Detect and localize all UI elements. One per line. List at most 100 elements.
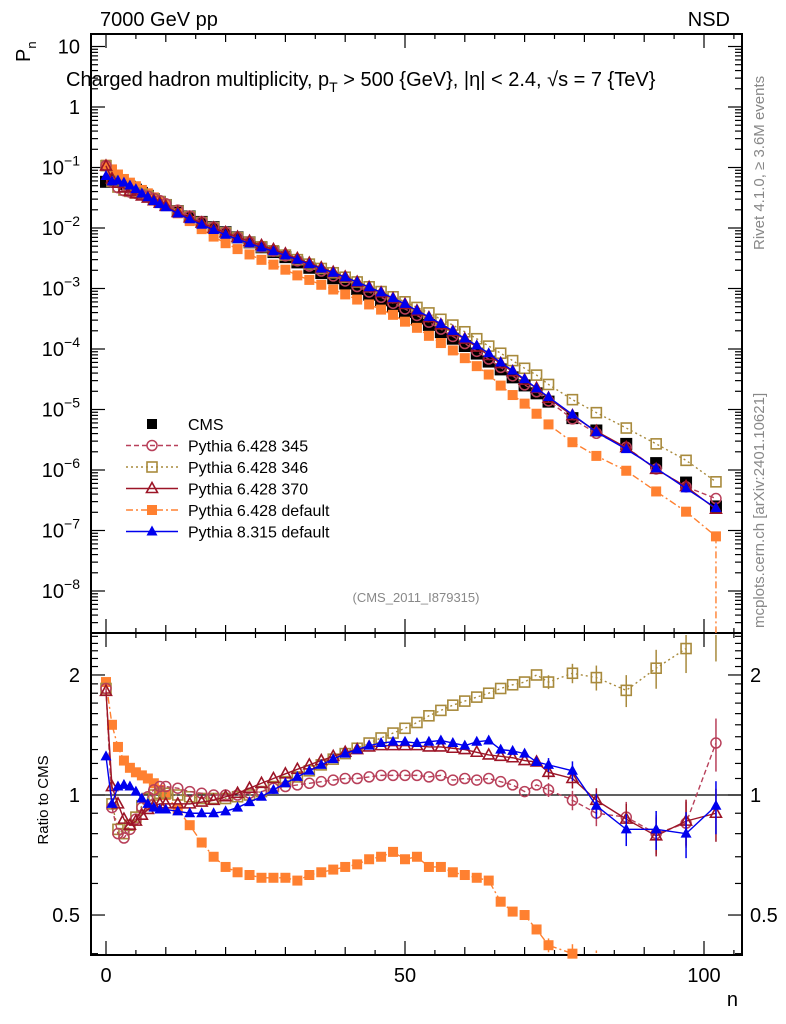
data-point xyxy=(316,867,327,878)
data-point xyxy=(447,867,458,878)
data-point xyxy=(507,906,518,917)
data-point xyxy=(268,872,279,883)
ratio-y-axis-label: Ratio to CMS xyxy=(35,755,52,844)
data-point xyxy=(172,782,184,794)
data-point xyxy=(220,238,231,249)
data-point xyxy=(101,159,111,170)
ratio-y-tick-label: 1 xyxy=(69,785,80,807)
data-point xyxy=(124,179,136,190)
y-tick-label: 10−4 xyxy=(42,334,80,361)
data-point xyxy=(184,807,196,818)
data-point xyxy=(423,771,435,783)
ratio-frame xyxy=(90,632,743,956)
legend-label: Pythia 8.315 default xyxy=(188,525,330,542)
data-point xyxy=(435,769,447,782)
series-p8def xyxy=(100,169,722,513)
mcplots-label: mcplots.cern.ch [arXiv:2401.10621] xyxy=(751,393,768,628)
data-point xyxy=(148,778,159,789)
data-point xyxy=(267,245,279,256)
data-point xyxy=(124,780,136,791)
data-point xyxy=(327,753,339,764)
data-point xyxy=(208,851,219,862)
data-point xyxy=(447,774,459,786)
data-point xyxy=(123,817,137,830)
legend-item-p370: Pythia 6.428 370 xyxy=(126,480,308,499)
data-point xyxy=(280,872,291,883)
data-point xyxy=(375,769,387,782)
y-tick-label: 10−3 xyxy=(42,274,80,301)
data-point xyxy=(208,223,220,234)
data-point xyxy=(566,408,578,419)
data-point xyxy=(206,792,221,806)
data-point xyxy=(621,465,632,476)
data-point xyxy=(129,813,143,826)
data-point xyxy=(435,338,446,349)
header-left: 7000 GeV pp xyxy=(100,9,218,31)
legend-marker xyxy=(147,505,157,515)
legend-marker xyxy=(146,461,158,473)
data-point xyxy=(244,249,255,260)
data-point xyxy=(375,286,387,297)
data-point xyxy=(363,771,375,783)
data-point xyxy=(130,183,142,194)
y-tick-label: 10−2 xyxy=(42,213,80,240)
data-point xyxy=(567,437,578,448)
data-point xyxy=(303,777,316,790)
y-axis-label: Pn xyxy=(13,41,39,62)
data-point xyxy=(196,807,208,818)
data-point xyxy=(112,169,123,180)
data-point xyxy=(172,805,184,816)
data-point xyxy=(100,169,112,180)
data-point xyxy=(256,254,267,265)
data-point xyxy=(519,398,530,409)
data-point xyxy=(447,324,459,335)
data-point xyxy=(315,758,327,769)
data-point xyxy=(148,784,160,796)
data-point xyxy=(106,797,118,808)
data-point xyxy=(519,910,530,921)
data-point xyxy=(400,854,410,865)
data-point xyxy=(459,739,471,750)
data-point xyxy=(136,187,148,198)
data-point xyxy=(542,378,555,391)
data-point xyxy=(340,289,351,300)
data-point xyxy=(411,716,423,729)
data-point xyxy=(280,264,291,275)
data-point xyxy=(710,502,722,513)
data-point xyxy=(447,737,459,748)
data-point xyxy=(375,737,387,748)
legend: CMS Pythia 6.428 345 Pythia 6.428 346 Pythi… xyxy=(126,417,330,542)
data-point xyxy=(184,213,196,224)
data-point xyxy=(650,438,662,450)
data-point xyxy=(363,739,375,750)
x-tick-label: 0 xyxy=(100,965,111,987)
x-axis-label: n xyxy=(727,989,738,1011)
data-point xyxy=(130,767,141,778)
data-point xyxy=(232,233,244,244)
legend-item-p8def: Pythia 8.315 default xyxy=(126,525,330,542)
data-point xyxy=(483,347,495,358)
data-point xyxy=(493,748,508,762)
data-point xyxy=(518,785,531,798)
data-point xyxy=(566,393,579,406)
data-point xyxy=(254,775,269,789)
data-point xyxy=(351,276,363,287)
legend-marker xyxy=(146,525,158,536)
data-point xyxy=(220,228,232,239)
data-point xyxy=(340,861,351,872)
data-point xyxy=(154,780,166,793)
data-point xyxy=(124,762,135,773)
data-point xyxy=(99,683,113,697)
data-point xyxy=(620,443,632,454)
data-point xyxy=(376,304,387,315)
legend-item-p346: Pythia 6.428 346 xyxy=(126,460,308,477)
data-point xyxy=(244,237,256,248)
data-point xyxy=(208,807,220,818)
main-panel-series xyxy=(99,158,723,633)
series-p6def xyxy=(101,159,721,633)
data-point xyxy=(495,380,506,391)
data-point xyxy=(471,735,483,746)
data-point xyxy=(530,779,543,791)
data-point xyxy=(458,695,471,707)
data-point xyxy=(519,747,531,758)
